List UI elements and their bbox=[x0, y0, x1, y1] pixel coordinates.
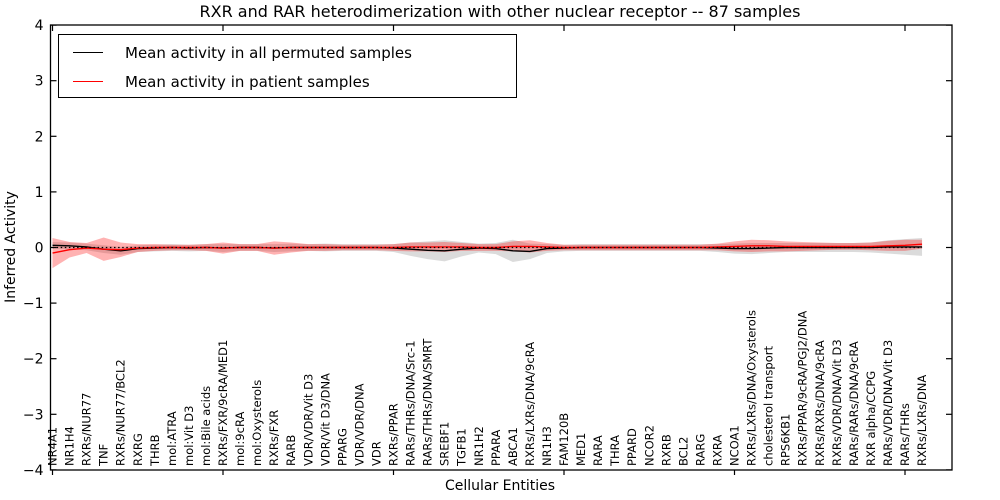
y-tick-label: 3 bbox=[35, 74, 44, 90]
x-category-label: RXRs/NUR77 bbox=[80, 393, 94, 466]
x-category-label: RXRs/PPAR/9cRA/PGJ2/DNA bbox=[796, 311, 810, 466]
x-category-label: VDR/VDR/Vit D3 bbox=[301, 374, 315, 466]
x-category-label: RXRG bbox=[131, 433, 145, 466]
permuted-std-band bbox=[52, 238, 923, 262]
x-category-label: TNF bbox=[97, 444, 111, 467]
legend-box: Mean activity in all permuted samples Me… bbox=[58, 34, 517, 98]
x-category-label: RARs/THRs bbox=[898, 403, 912, 466]
x-category-label: RXRs/RXRs/DNA/9cRA bbox=[813, 340, 827, 466]
x-category-label: mol:9cRA bbox=[233, 412, 247, 466]
legend-item-permuted: Mean activity in all permuted samples bbox=[59, 38, 516, 67]
x-category-label: mol:ATRA bbox=[165, 411, 179, 466]
x-category-label: RXRs/LXRs/DNA/9cRA bbox=[523, 342, 537, 466]
x-category-label: NR1H2 bbox=[472, 426, 486, 466]
x-category-label: RXRs/LXRs/DNA/Oxysterols bbox=[745, 310, 759, 466]
x-category-label: RXRB bbox=[659, 434, 673, 466]
x-category-label: RXRs/NUR77/BCL2 bbox=[114, 359, 128, 466]
x-category-label: mol:Vit D3 bbox=[182, 406, 196, 466]
x-axis-title: Cellular Entities bbox=[444, 478, 556, 494]
x-category-label: RXRs/LXRs/DNA bbox=[915, 375, 929, 466]
x-category-label: RXR alpha/CCPG bbox=[864, 371, 878, 466]
x-category-label: NR1H3 bbox=[540, 426, 554, 466]
x-category-label: NCOR2 bbox=[642, 425, 656, 466]
y-tick-label: −1 bbox=[23, 296, 44, 312]
legend-item-patient: Mean activity in patient samples bbox=[59, 67, 516, 96]
x-category-label: THRA bbox=[608, 435, 622, 467]
y-tick-label: 1 bbox=[35, 185, 44, 201]
x-category-label: NR4A1 bbox=[46, 427, 60, 466]
x-category-label: VDR bbox=[369, 441, 383, 466]
y-tick-label: −2 bbox=[23, 352, 44, 368]
x-category-label: RPS6KB1 bbox=[779, 414, 793, 466]
legend-label-patient: Mean activity in patient samples bbox=[125, 72, 370, 91]
x-category-label: RARG bbox=[693, 434, 707, 466]
x-category-label: PPARG bbox=[335, 428, 349, 466]
y-tick-label: −4 bbox=[23, 463, 44, 479]
y-tick-label: 4 bbox=[35, 18, 44, 34]
x-category-label: PPARD bbox=[625, 428, 639, 466]
legend-line-permuted bbox=[73, 52, 103, 53]
x-category-label: RXRs/PPAR bbox=[387, 403, 401, 466]
x-category-label: BCL2 bbox=[676, 437, 690, 466]
x-category-label: cholesterol transport bbox=[762, 346, 776, 466]
x-category-label: NCOA1 bbox=[728, 425, 742, 466]
y-tick-label: 0 bbox=[35, 241, 44, 257]
x-category-label: RXRs/FXR bbox=[267, 410, 281, 466]
x-category-label: NR1H4 bbox=[63, 426, 77, 466]
x-category-label: ABCA1 bbox=[506, 427, 520, 466]
x-category-label: RARs/RARs/DNA/9cRA bbox=[847, 341, 861, 466]
x-category-label: RXRA bbox=[710, 435, 724, 466]
x-category-label: THRB bbox=[148, 434, 162, 467]
x-category-label: mol:Bile acids bbox=[199, 386, 213, 466]
x-category-label: RARs/VDR/DNA/Vit D3 bbox=[881, 340, 895, 466]
x-category-label: MED1 bbox=[574, 433, 588, 466]
x-category-label: RARB bbox=[284, 435, 298, 466]
x-category-label: SREBF1 bbox=[438, 422, 452, 466]
x-category-label: RARs/THRs/DNA/SMRT bbox=[421, 338, 435, 466]
y-tick-label: −3 bbox=[23, 407, 44, 423]
x-category-label: TGFB1 bbox=[455, 428, 469, 467]
x-category-label: mol:Oxysterols bbox=[250, 380, 264, 466]
x-category-label: VDR/Vit D3/DNA bbox=[318, 373, 332, 466]
x-category-label: RARA bbox=[591, 435, 605, 466]
x-category-label: VDR/VDR/DNA bbox=[352, 383, 366, 466]
legend-line-patient bbox=[73, 81, 103, 82]
chart-title: RXR and RAR heterodimerization with othe… bbox=[199, 2, 801, 21]
legend-label-permuted: Mean activity in all permuted samples bbox=[125, 43, 412, 62]
y-tick-label: 2 bbox=[35, 129, 44, 145]
x-category-label: RXRs/VDR/DNA/Vit D3 bbox=[830, 339, 844, 466]
x-category-label: FAM120B bbox=[557, 413, 571, 466]
x-category-label: PPARA bbox=[489, 429, 503, 466]
patient-std-band bbox=[52, 237, 923, 269]
x-category-label: RXRs/FXR/9cRA/MED1 bbox=[216, 340, 230, 466]
x-category-label: RARs/THRs/DNA/Src-1 bbox=[404, 340, 418, 466]
